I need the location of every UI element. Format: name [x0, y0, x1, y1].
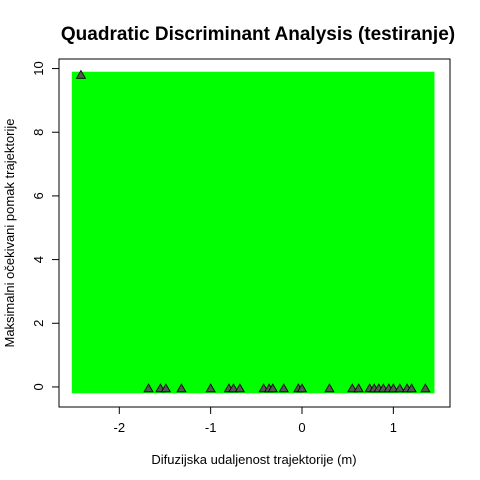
y-axis-label: Maksimalni očekivani pomak trajektorije — [2, 118, 17, 347]
data-point — [406, 383, 417, 393]
x-tick-label: 1 — [390, 420, 397, 435]
data-point — [296, 383, 308, 393]
y-tick-label: 8 — [31, 129, 46, 136]
data-point — [176, 383, 187, 393]
data-point — [75, 69, 87, 79]
y-tick-label: 10 — [31, 61, 46, 75]
data-point — [228, 383, 239, 393]
data-point — [420, 383, 431, 393]
x-tick-label: 0 — [298, 420, 305, 435]
data-point — [160, 383, 172, 393]
data-point — [278, 383, 289, 393]
data-point — [324, 383, 335, 393]
y-axis: 0 2 4 6 8 10 — [31, 61, 60, 391]
plot-area — [71, 69, 435, 394]
data-point — [394, 383, 405, 393]
y-tick-label: 2 — [31, 320, 46, 327]
y-tick-label: 0 — [31, 383, 46, 390]
data-point — [205, 383, 216, 393]
data-point — [388, 383, 399, 393]
y-tick-label: 4 — [31, 256, 46, 263]
chart-title: Quadratic Discriminant Analysis (testira… — [61, 24, 455, 45]
data-point — [353, 383, 364, 393]
data-point — [347, 383, 358, 393]
decision-region — [71, 71, 435, 394]
x-axis-label: Difuzijska udaljenost trajektorije (m) — [151, 452, 356, 467]
x-tick-label: -1 — [205, 420, 217, 435]
data-point — [143, 383, 154, 393]
x-tick-label: -2 — [114, 420, 126, 435]
data-point — [234, 383, 246, 393]
y-tick-label: 6 — [31, 192, 46, 199]
x-axis: -2 -1 0 1 — [114, 406, 397, 435]
data-point — [267, 383, 278, 393]
